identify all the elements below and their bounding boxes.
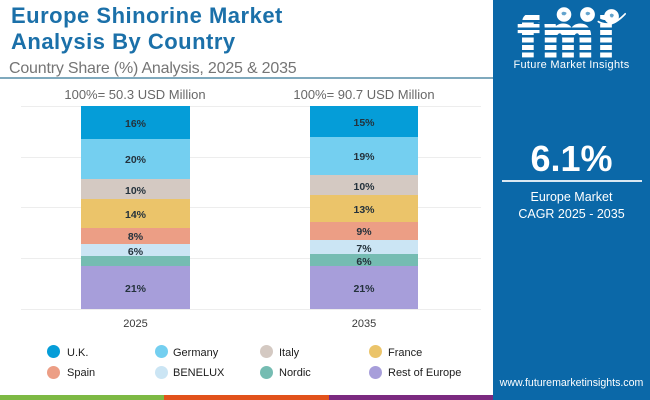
svg-text:Future Market Insights: Future Market Insights — [513, 59, 629, 71]
